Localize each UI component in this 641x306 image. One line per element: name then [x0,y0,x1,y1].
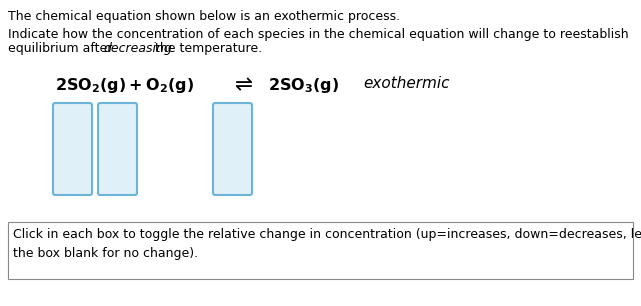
Text: $\mathbf{2SO_2(g)+O_2(g)}$: $\mathbf{2SO_2(g)+O_2(g)}$ [55,76,194,95]
Text: $\rightleftharpoons$: $\rightleftharpoons$ [230,75,253,95]
FancyBboxPatch shape [53,103,92,195]
FancyBboxPatch shape [98,103,137,195]
Text: Click in each box to toggle the relative change in concentration (up=increases, : Click in each box to toggle the relative… [13,228,641,259]
FancyBboxPatch shape [213,103,252,195]
FancyBboxPatch shape [8,222,633,279]
Text: equilibrium after: equilibrium after [8,42,117,55]
Text: The chemical equation shown below is an exothermic process.: The chemical equation shown below is an … [8,10,400,23]
Text: exothermic: exothermic [363,76,449,91]
Text: $\mathbf{2SO_3(g)}$: $\mathbf{2SO_3(g)}$ [268,76,339,95]
Text: decreasing: decreasing [103,42,172,55]
Text: the temperature.: the temperature. [151,42,262,55]
Text: Indicate how the concentration of each species in the chemical equation will cha: Indicate how the concentration of each s… [8,28,629,41]
